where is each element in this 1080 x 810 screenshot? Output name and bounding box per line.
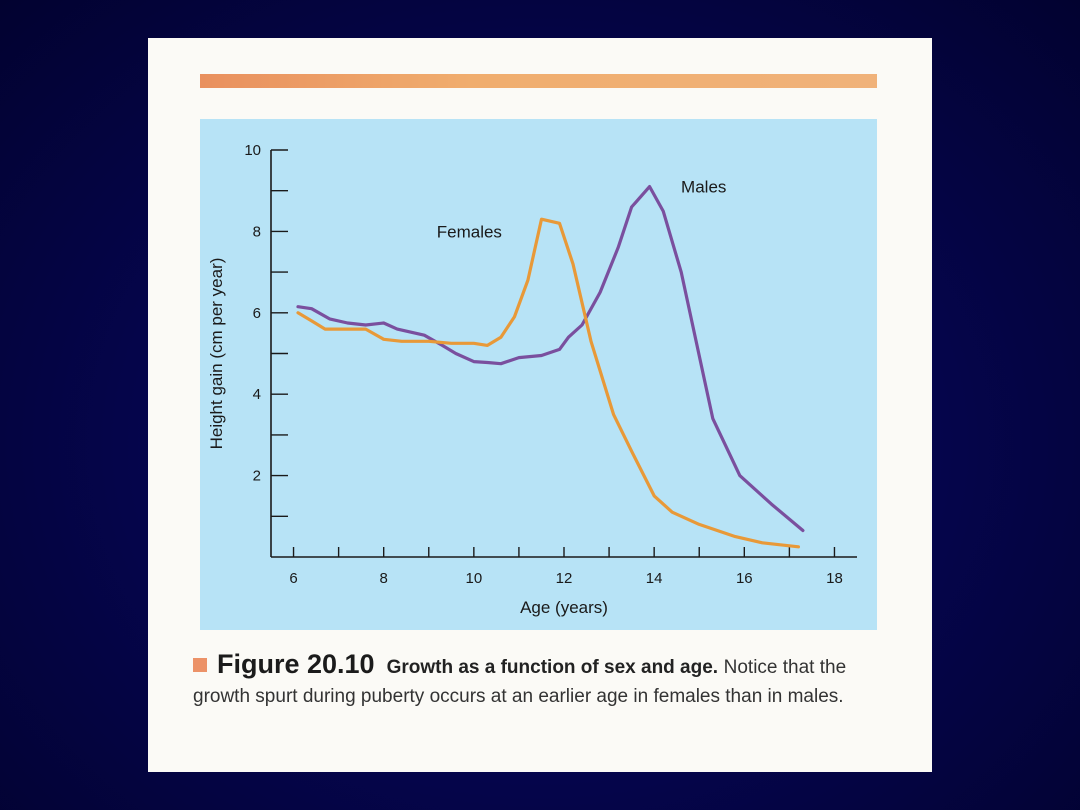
y-axis-label: Height gain (cm per year) — [207, 258, 226, 450]
series-label-males: Males — [681, 178, 726, 197]
chart-panel: 2 4 6 8 10 6 8 10 12 14 16 18 Age (years) Height gai… — [200, 119, 877, 630]
y-tick-label: 2 — [253, 468, 261, 485]
figure-caption-text: Notice that the growth spurt during pube… — [193, 657, 847, 707]
slide-page: 2 4 6 8 10 6 8 10 12 14 16 18 Age (years) Height gai… — [148, 38, 932, 772]
x-tick-label: 10 — [466, 570, 483, 587]
x-tick-label: 6 — [289, 570, 297, 587]
x-tick-label: 18 — [826, 570, 843, 587]
figure-number: Figure 20.10 — [217, 649, 375, 679]
x-tick-label: 16 — [736, 570, 753, 587]
x-tick-label: 8 — [380, 570, 388, 587]
x-tick-label: 12 — [556, 570, 573, 587]
y-tick-label: 10 — [244, 142, 261, 159]
y-tick-label: 4 — [253, 386, 261, 403]
series-line-females — [296, 217, 800, 549]
y-tick-label: 8 — [253, 223, 261, 240]
series-label-females: Females — [437, 223, 502, 242]
x-tick-label: 14 — [646, 570, 663, 587]
header-band — [200, 74, 877, 88]
x-axis-label: Age (years) — [520, 598, 608, 617]
growth-chart: 2 4 6 8 10 6 8 10 12 14 16 18 Age (years) Height gai… — [207, 142, 857, 617]
y-tick-label: 6 — [253, 305, 261, 322]
series-line-males — [296, 185, 805, 533]
caption-square-icon — [193, 658, 207, 672]
figure-title: Growth as a function of sex and age. — [386, 657, 719, 678]
figure-caption: Figure 20.10 Growth as a function of sex … — [193, 650, 893, 711]
